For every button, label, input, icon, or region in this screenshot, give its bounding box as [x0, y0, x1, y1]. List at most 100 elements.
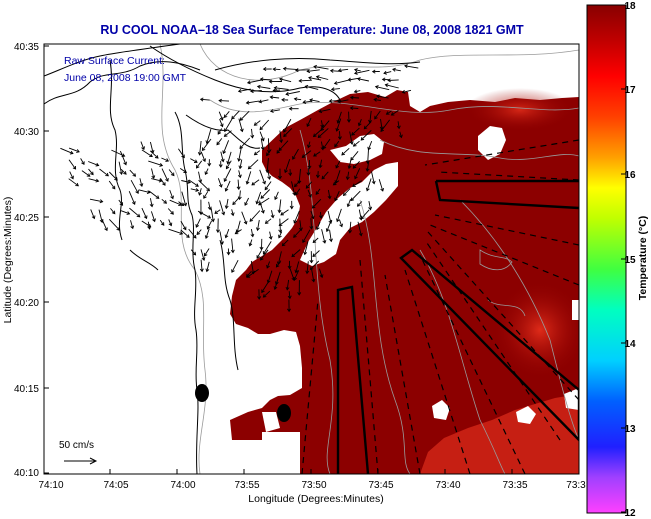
current-vector — [169, 199, 182, 206]
current-vector — [378, 179, 384, 192]
current-vector — [130, 220, 134, 229]
x-tick-label: 73:55 — [234, 480, 259, 491]
current-vector — [397, 121, 400, 129]
current-vector — [274, 277, 279, 290]
current-vector — [232, 197, 240, 205]
current-vector-head — [183, 169, 187, 173]
current-vector — [337, 111, 342, 124]
station-marker-2 — [277, 404, 291, 422]
current-vector — [179, 168, 187, 173]
current-vector-head — [202, 158, 206, 163]
current-vector — [256, 250, 262, 259]
current-vector — [257, 219, 260, 231]
current-vector-head — [292, 156, 296, 160]
current-vector — [266, 149, 272, 156]
current-vector — [251, 179, 260, 186]
current-vector-head — [248, 242, 253, 247]
current-vector-head — [135, 190, 139, 194]
current-vector-head — [199, 97, 204, 102]
current-vector-head — [258, 99, 263, 104]
current-vectors — [60, 64, 419, 313]
current-vector — [237, 179, 240, 190]
cloud-gap-south2 — [516, 406, 536, 424]
current-vector-head — [293, 277, 298, 281]
current-vector-head — [318, 215, 323, 219]
current-vector — [360, 209, 370, 219]
current-vector-head — [245, 180, 250, 185]
current-vector-head — [261, 289, 265, 294]
current-vector-head — [239, 117, 244, 121]
x-tick-label: 74:10 — [38, 480, 63, 491]
y-axis-label: Latitude (Degrees:Minutes) — [2, 197, 14, 324]
current-vector — [316, 76, 329, 80]
current-vector — [110, 208, 116, 214]
current-vector-head — [223, 178, 228, 182]
current-vector-head — [356, 203, 361, 207]
current-vector-head — [287, 265, 292, 270]
current-vector — [250, 89, 262, 92]
current-vector-head — [315, 191, 320, 196]
current-vector-head — [159, 163, 164, 167]
y-tick-label: 40:35 — [14, 42, 39, 53]
current-vector — [225, 198, 229, 209]
current-vector-head — [274, 196, 278, 201]
current-vector-head — [373, 97, 378, 102]
current-vector — [260, 78, 271, 81]
current-vector-head — [283, 133, 287, 138]
current-vector-head — [253, 122, 258, 126]
current-vector — [347, 198, 351, 207]
current-vector — [278, 231, 283, 238]
current-vector-head — [180, 202, 185, 206]
current-vector-head — [337, 99, 341, 104]
current-vector-head — [278, 229, 283, 234]
current-vector-head — [363, 125, 368, 130]
current-vector-head — [268, 79, 273, 84]
map-title: RU COOL NOAA–18 Sea Surface Temperature:… — [100, 23, 524, 37]
current-vector — [200, 259, 203, 272]
current-vector — [367, 140, 373, 150]
current-vector — [219, 231, 223, 245]
current-vector-head — [249, 218, 254, 222]
current-vector-head — [302, 100, 307, 105]
current-vector — [148, 160, 163, 167]
cloud-gap-se — [564, 388, 579, 410]
current-vector — [206, 261, 210, 272]
colorbar-tick-label: 15 — [624, 255, 636, 266]
current-vector — [118, 161, 123, 175]
current-vector-head — [371, 180, 376, 185]
current-vector-head — [308, 76, 312, 81]
current-vector — [181, 180, 191, 183]
current-vector-head — [352, 183, 356, 187]
current-vector-head — [201, 147, 206, 152]
cloud-gap-south — [432, 400, 450, 420]
current-vector — [231, 259, 239, 273]
current-vector-head — [91, 215, 96, 220]
current-vector-head — [262, 294, 267, 298]
current-vector-head — [380, 128, 384, 133]
current-vector-head — [291, 253, 296, 258]
current-vector-head — [141, 146, 145, 151]
current-vector-head — [155, 195, 160, 199]
current-vector — [258, 197, 270, 206]
current-vector-head — [256, 84, 261, 89]
current-vector-head — [231, 269, 235, 273]
current-vector — [241, 211, 247, 225]
current-vector-head — [99, 199, 104, 204]
current-vector-head — [294, 68, 299, 73]
current-vector-head — [147, 225, 152, 230]
dashed-lines — [301, 139, 579, 474]
current-vector — [307, 189, 312, 198]
current-vector — [270, 96, 280, 99]
current-vector — [288, 291, 291, 299]
current-vector-head — [312, 239, 317, 244]
current-vector-head — [139, 183, 144, 188]
current-vector — [313, 151, 321, 157]
current-vector — [217, 178, 222, 188]
current-vector-head — [317, 134, 322, 138]
current-vector-head — [269, 95, 274, 100]
current-vector — [259, 131, 265, 141]
current-vector — [263, 290, 271, 298]
current-vector — [366, 178, 372, 191]
current-vector — [263, 241, 272, 255]
current-vector-head — [282, 66, 287, 71]
